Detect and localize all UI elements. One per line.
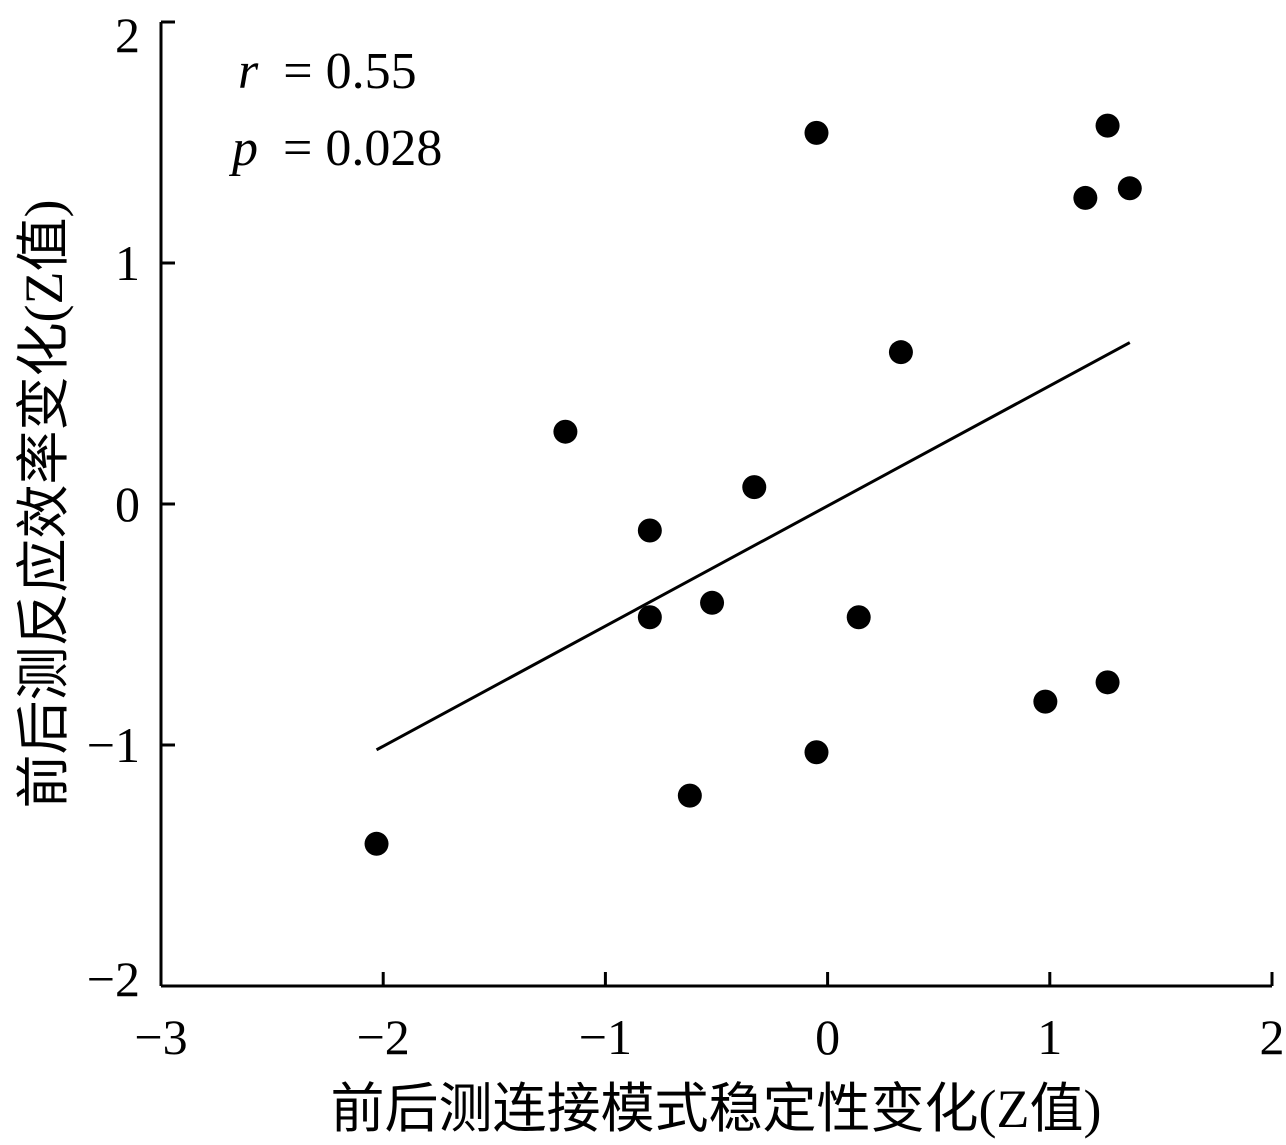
data-point bbox=[637, 605, 662, 630]
data-point bbox=[1095, 113, 1120, 138]
regression-line bbox=[375, 341, 1131, 752]
data-point bbox=[1095, 670, 1120, 695]
r-symbol: r bbox=[238, 43, 259, 100]
data-point bbox=[364, 831, 389, 856]
y-axis-title: 前后测反应效率变化(Z值) bbox=[14, 200, 74, 809]
data-point bbox=[888, 340, 913, 365]
y-ticks: −2 −1 0 1 2 bbox=[87, 7, 175, 1007]
x-tick-label: 2 bbox=[1260, 1009, 1285, 1065]
svg-text:p = 0.028: p = 0.028 bbox=[228, 120, 442, 177]
x-tick-label: 1 bbox=[1037, 1009, 1062, 1065]
x-ticks: −3 −2 −1 0 1 2 bbox=[134, 972, 1285, 1065]
data-point bbox=[804, 740, 829, 765]
data-point bbox=[742, 475, 767, 500]
data-point bbox=[637, 518, 662, 543]
data-points bbox=[364, 113, 1142, 856]
data-point bbox=[1033, 689, 1058, 714]
x-axis-title: 前后测连接模式稳定性变化(Z值) bbox=[331, 1079, 1102, 1139]
y-tick-label: 0 bbox=[115, 476, 140, 532]
y-tick-label: −2 bbox=[87, 951, 140, 1007]
x-tick-label: −1 bbox=[579, 1009, 632, 1065]
x-tick-label: −3 bbox=[134, 1009, 187, 1065]
y-tick-label: −1 bbox=[87, 717, 140, 773]
data-point bbox=[553, 419, 578, 444]
data-point bbox=[700, 590, 725, 615]
y-tick-label: 1 bbox=[115, 235, 140, 291]
x-tick-label: −2 bbox=[357, 1009, 410, 1065]
stats-annotation: r = 0.55 p = 0.028 bbox=[228, 43, 442, 177]
data-point bbox=[804, 120, 829, 145]
data-point bbox=[1117, 176, 1142, 201]
r-value: = 0.55 bbox=[283, 43, 416, 100]
x-tick-label: 0 bbox=[815, 1009, 840, 1065]
svg-text:r = 0.55: r = 0.55 bbox=[238, 43, 417, 100]
data-point bbox=[846, 605, 871, 630]
y-tick-label: 2 bbox=[115, 7, 140, 63]
data-point bbox=[677, 783, 702, 808]
p-symbol: p bbox=[228, 120, 258, 177]
data-point bbox=[1073, 185, 1098, 210]
p-value: = 0.028 bbox=[283, 120, 442, 177]
